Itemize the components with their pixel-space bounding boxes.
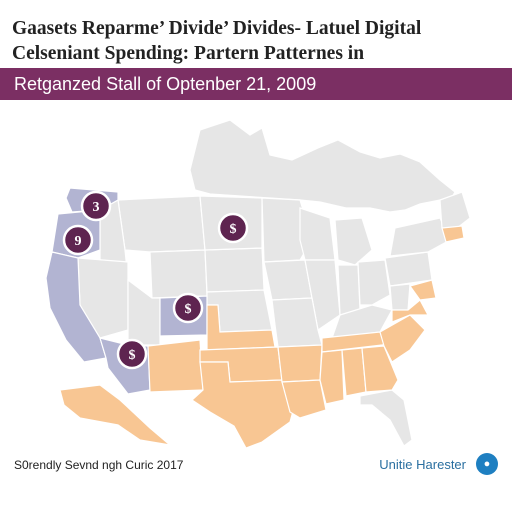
state-montana <box>117 195 206 253</box>
marker-label: 9 <box>75 234 82 249</box>
us-map: 3 9 $ $ $ <box>0 100 512 450</box>
state-michigan <box>334 217 373 266</box>
state-louisiana <box>281 379 327 419</box>
state-mississippi <box>319 349 345 405</box>
state-south-dakota <box>204 247 265 293</box>
state-new-york <box>389 217 451 257</box>
marker-arizona[interactable]: $ <box>116 338 148 370</box>
title-line-2: Celseniant Spending: Partern Patternes i… <box>12 43 365 64</box>
state-wisconsin <box>299 207 336 261</box>
state-kentucky <box>331 304 393 339</box>
title-line-1: Gaasets Reparme’ Divide’ Divides- Latuel… <box>12 18 422 39</box>
map-markers: 3 9 $ $ $ <box>62 190 249 370</box>
state-arkansas <box>277 344 323 383</box>
state-illinois <box>304 259 341 332</box>
marker-label: 3 <box>93 200 100 215</box>
marker-north-dakota[interactable]: $ <box>217 212 249 244</box>
marker-colorado[interactable]: $ <box>172 292 204 324</box>
state-ohio <box>357 259 391 306</box>
state-mid-atlantic <box>409 279 437 301</box>
state-florida <box>359 389 413 447</box>
us-map-svg: 3 9 $ $ $ <box>45 119 471 449</box>
state-new-england <box>439 191 471 233</box>
marker-label: $ <box>129 348 136 363</box>
footer-brand: Unitie Harester <box>379 457 466 472</box>
marker-oregon[interactable]: 9 <box>62 224 94 256</box>
map-title: Gaasets Reparme’ Divide’ Divides- Latuel… <box>12 16 502 66</box>
state-georgia <box>361 345 399 393</box>
state-texas <box>191 361 297 449</box>
map-footer: S0rendly Sevnd ngh Curic 2017 Unitie Har… <box>0 450 512 512</box>
state-alaska <box>59 384 173 446</box>
marker-label: $ <box>185 302 192 317</box>
state-new-mexico <box>147 339 204 393</box>
state-virginia <box>391 299 429 323</box>
state-west-virginia <box>389 283 411 311</box>
chart-logo-icon: ● <box>476 453 498 475</box>
state-indiana <box>337 264 361 316</box>
state-california <box>45 251 107 363</box>
south-group-states <box>59 225 465 449</box>
state-wyoming <box>149 249 208 299</box>
state-iowa <box>263 259 313 301</box>
marker-label: $ <box>230 222 237 237</box>
footer-source: S0rendly Sevnd ngh Curic 2017 <box>14 458 184 472</box>
state-massachusetts <box>441 225 465 243</box>
map-header: Gaasets Reparme’ Divide’ Divides- Latuel… <box>0 0 512 100</box>
state-pennsylvania <box>384 251 433 287</box>
marker-washington[interactable]: 3 <box>80 190 112 222</box>
map-subtitle: Retganzed Stall of Optenber 21, 2009 <box>0 68 512 100</box>
